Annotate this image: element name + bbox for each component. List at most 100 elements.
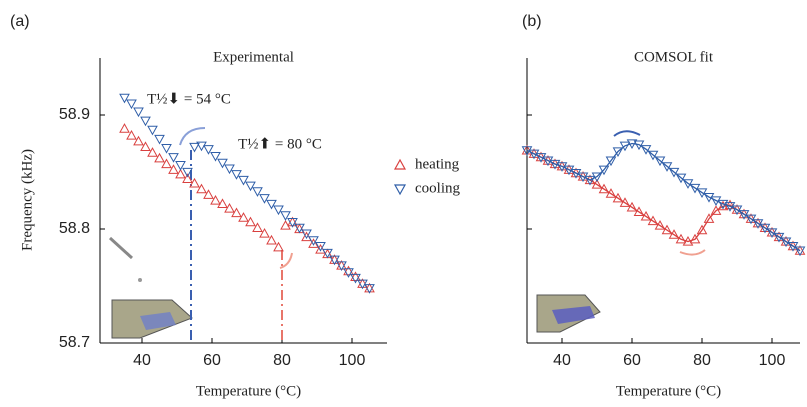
- x-axis-label: Temperature (°C): [616, 383, 721, 399]
- marker: [563, 165, 575, 176]
- legend-label: cooling: [415, 180, 460, 196]
- marker: [633, 140, 645, 151]
- marker: [210, 194, 221, 205]
- marker: [619, 141, 631, 152]
- marker: [598, 165, 610, 176]
- x-tick-label: 60: [623, 352, 641, 369]
- marker: [710, 196, 722, 207]
- marker: [168, 164, 179, 174]
- chart-title: Experimental: [213, 49, 294, 65]
- marker: [724, 199, 736, 210]
- annotation: T½⬇ = 54 °C: [147, 91, 231, 107]
- marker: [696, 224, 708, 235]
- marker: [794, 246, 806, 257]
- marker: [350, 271, 361, 281]
- chart-title: COMSOL fit: [634, 49, 714, 65]
- marker: [703, 192, 715, 203]
- marker: [668, 229, 680, 239]
- marker: [189, 177, 200, 188]
- marker: [710, 205, 722, 215]
- marker: [570, 169, 582, 179]
- marker: [759, 223, 771, 234]
- marker: [189, 142, 200, 153]
- marker: [301, 229, 312, 240]
- marker: [154, 134, 165, 145]
- marker: [682, 179, 694, 189]
- arrow: [279, 252, 293, 269]
- marker: [584, 175, 596, 186]
- marker: [126, 99, 137, 110]
- marker: [259, 194, 270, 204]
- marker: [224, 202, 235, 213]
- marker: [217, 198, 228, 209]
- inset-a: [108, 236, 193, 339]
- x-tick-label: 80: [693, 352, 711, 369]
- marker: [245, 216, 256, 227]
- marker: [745, 214, 757, 225]
- marker: [549, 159, 561, 170]
- marker: [252, 222, 263, 232]
- x-axis-label: Temperature (°C): [196, 383, 301, 399]
- marker: [350, 273, 361, 284]
- marker: [203, 145, 214, 155]
- marker: [731, 205, 743, 216]
- x-tick-label: 100: [759, 352, 786, 369]
- marker: [266, 199, 277, 210]
- marker: [689, 183, 701, 194]
- marker: [259, 228, 270, 238]
- marker: [252, 187, 263, 197]
- marker: [556, 162, 568, 172]
- marker: [126, 129, 137, 140]
- x-tick-label: 60: [203, 352, 221, 369]
- marker: [766, 228, 778, 238]
- marker: [654, 156, 666, 167]
- marker: [689, 233, 701, 244]
- marker: [168, 153, 179, 163]
- y-tick-label: 58.8: [59, 220, 90, 237]
- marker: [640, 145, 652, 155]
- marker: [661, 224, 673, 235]
- marker: [147, 125, 158, 136]
- x-tick-label: 100: [339, 352, 366, 369]
- marker: [535, 153, 547, 163]
- marker: [787, 242, 799, 252]
- marker: [231, 207, 242, 218]
- marker: [703, 213, 715, 223]
- marker: [329, 255, 340, 266]
- marker: [647, 150, 659, 161]
- marker: [308, 238, 319, 248]
- legend-marker: [393, 158, 407, 170]
- marker: [773, 232, 785, 243]
- marker: [577, 172, 589, 183]
- marker: [133, 107, 144, 118]
- marker: [238, 175, 249, 186]
- marker: [140, 141, 151, 152]
- marker: [633, 206, 645, 216]
- arrow: [179, 127, 206, 146]
- marker: [343, 265, 354, 276]
- y-axis-label: Frequency (kHz): [19, 149, 35, 251]
- marker: [196, 183, 207, 194]
- marker: [626, 139, 638, 150]
- marker: [343, 268, 354, 278]
- marker: [273, 241, 284, 252]
- x-tick-label: 40: [133, 352, 151, 369]
- marker: [287, 218, 298, 228]
- marker: [591, 179, 603, 189]
- marker: [280, 211, 291, 221]
- annotation: T½⬆ = 80 °C: [238, 136, 322, 152]
- panel-label: (a): [10, 13, 30, 30]
- marker: [308, 236, 319, 246]
- marker: [542, 156, 554, 167]
- marker: [294, 223, 305, 234]
- y-tick-label: 58.9: [59, 106, 90, 123]
- marker: [217, 158, 228, 169]
- marker: [752, 219, 764, 229]
- marker: [640, 210, 652, 221]
- marker: [654, 220, 666, 230]
- marker: [605, 156, 617, 167]
- marker: [598, 183, 610, 194]
- marker: [161, 143, 172, 154]
- marker: [661, 162, 673, 172]
